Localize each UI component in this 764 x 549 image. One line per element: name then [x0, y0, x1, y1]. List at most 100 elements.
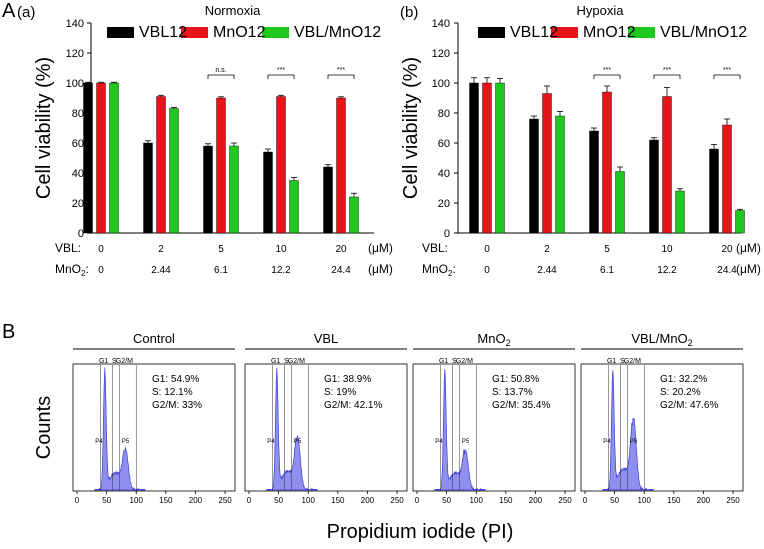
histogram-frame — [412, 363, 576, 492]
bar-mno2-2 — [542, 93, 552, 234]
dose-mno-value: 24.4 — [717, 265, 737, 276]
gate-label-g2m: G2/M — [624, 358, 641, 365]
dose-row-mno-label: MnO2: — [55, 262, 89, 278]
gate-label-s: S — [620, 358, 625, 365]
x-tick-label: 50 — [610, 496, 619, 505]
bar-vbl-20 — [709, 148, 719, 234]
stat-g2m: G2/M: 35.4% — [492, 400, 550, 411]
legend-swatch-mno2: MnO2 — [551, 27, 578, 38]
histogram-panel-4: VBL/MnO2 0 50 100 150 200 250 G1 S G2/M P4 P5 G1: 32… — [580, 331, 744, 505]
y-tick-label: 60 — [72, 138, 84, 150]
x-tick-label: 150 — [331, 496, 345, 505]
dose-mno-value: 24.4 — [331, 265, 351, 276]
significance-bracket — [593, 74, 621, 79]
gate-label-s: S — [284, 358, 289, 365]
x-tick-label: 250 — [218, 496, 232, 505]
gate-label-g1: G1 — [439, 358, 448, 365]
dose-mno-value: 6.1 — [600, 265, 614, 276]
dose-vbl-value: 10 — [275, 244, 287, 255]
[object SVGGElement]: MnO12 — [583, 24, 636, 41]
peak-label-p5: P5 — [462, 439, 470, 445]
y-tick-label: 60 — [438, 138, 450, 150]
significance-label: *** — [277, 67, 285, 74]
bar-mno2-20 — [722, 124, 732, 234]
dose-vbl-value: 20 — [721, 244, 733, 255]
x-tick-label: 100 — [638, 496, 652, 505]
x-tick-label: 100 — [470, 496, 484, 505]
y-tick-label: 20 — [72, 198, 84, 210]
legend-swatch-mno2: MnO2 — [181, 27, 208, 38]
peak-label-p4: P4 — [267, 439, 275, 445]
histogram-frame — [72, 363, 236, 492]
x-tick-label: 200 — [361, 496, 375, 505]
x-tick-label: 250 — [558, 496, 572, 505]
dose-vbl-value: 0 — [484, 244, 490, 255]
[object SVGGElement]: VBL/MnO12 — [660, 24, 747, 41]
significance-label: *** — [663, 67, 671, 74]
stat-g2m: G2/M: 42.1% — [324, 400, 382, 411]
peak-label-p4: P4 — [435, 439, 443, 445]
bar-vbl-mno2-20 — [735, 210, 745, 234]
dose-vbl-value: 5 — [604, 244, 610, 255]
histogram-x-axis-title: Propidium iodide (PI) — [327, 521, 514, 543]
dose-vbl-value: 2 — [544, 244, 550, 255]
y-axis-title: Cell viability (%) — [33, 57, 55, 199]
bar-mno2-5 — [602, 91, 612, 234]
x-tick-label: 0 — [247, 496, 252, 505]
x-tick-label: 150 — [499, 496, 513, 505]
y-tick-label: 100 — [66, 78, 84, 90]
bar-vbl-mno2-20 — [349, 196, 359, 234]
bar-mno2-5 — [216, 97, 226, 234]
histogram-distribution — [434, 368, 486, 491]
dose-unit-vbl: (μM) — [736, 241, 761, 255]
gate-label-g2m: G2/M — [288, 358, 305, 365]
stat-g1: G1: 50.8% — [492, 374, 539, 385]
panel-sublabel: (a) — [17, 4, 35, 21]
dose-row-vbl-label: VBL: — [55, 241, 81, 255]
histogram-distribution — [602, 370, 654, 492]
dose-mno-value: 12.2 — [271, 265, 291, 276]
histogram-distribution — [94, 367, 146, 492]
significance-bracket — [327, 74, 355, 79]
x-tick-label: 200 — [697, 496, 711, 505]
chart-title: Hypoxia — [577, 3, 625, 18]
dose-vbl-value: 20 — [335, 244, 347, 255]
stat-s: S: 19% — [324, 387, 356, 398]
significance-label: n.s. — [215, 67, 226, 74]
dose-vbl-value: 0 — [98, 244, 104, 255]
bar-vbl-5 — [589, 130, 599, 234]
x-tick-label: 250 — [726, 496, 740, 505]
dose-row-vbl-label: VBL: — [422, 241, 448, 255]
x-tick-label: 100 — [130, 496, 144, 505]
dose-unit-mno: (μM) — [736, 262, 761, 276]
bar-vbl-10 — [649, 139, 659, 234]
gate-label-g1: G1 — [271, 358, 280, 365]
x-tick-label: 50 — [102, 496, 111, 505]
gate-label-g1: G1 — [99, 358, 108, 365]
legend-swatch-vbl — [107, 27, 134, 38]
stat-s: S: 20.2% — [660, 387, 701, 398]
bar-vbl-mno2-5 — [229, 145, 239, 234]
bar-vbl-2 — [143, 142, 153, 234]
bar-vbl-10 — [263, 151, 273, 234]
significance-bracket — [207, 74, 235, 79]
peak-label-p4: P4 — [95, 439, 103, 445]
dose-mno-value: 0 — [98, 265, 104, 276]
x-tick-label: 0 — [583, 496, 588, 505]
[object SVGGElement]: MnO12 — [213, 24, 266, 41]
y-tick-label: 80 — [72, 108, 84, 120]
bar-mno2-20 — [336, 97, 346, 234]
bar-vbl-mno2-0 — [109, 82, 119, 234]
y-tick-label: 40 — [72, 168, 84, 180]
legend-swatch-vbl — [478, 27, 505, 38]
dose-mno-value: 0 — [484, 265, 490, 276]
histogram-title: VBL/MnO2 — [631, 331, 692, 348]
bar-mno2-10 — [276, 96, 286, 234]
[object SVGGElement]: VBL12 — [510, 24, 558, 41]
stat-s: S: 12.1% — [152, 387, 193, 398]
stat-g2m: G2/M: 47.6% — [660, 400, 718, 411]
bar-vbl-mno2-10 — [675, 190, 685, 234]
histogram-frame — [580, 363, 744, 492]
dose-unit-vbl: (μM) — [368, 241, 393, 255]
